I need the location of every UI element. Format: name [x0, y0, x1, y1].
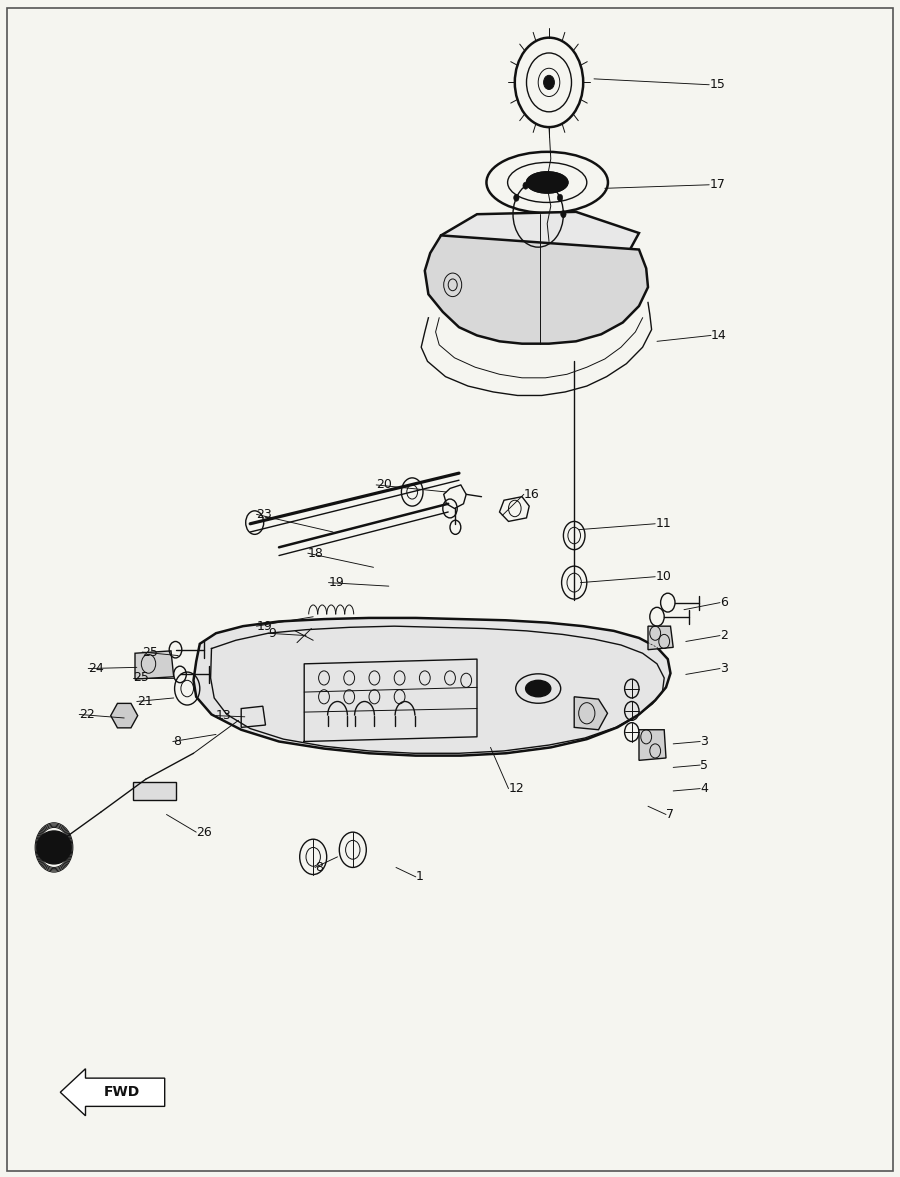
Text: 25: 25	[142, 645, 158, 659]
Text: 8: 8	[315, 860, 323, 875]
Circle shape	[548, 182, 554, 189]
Text: 9: 9	[268, 626, 276, 640]
Text: 26: 26	[196, 825, 212, 839]
Polygon shape	[441, 212, 639, 253]
Text: 18: 18	[308, 546, 324, 560]
Circle shape	[557, 194, 562, 201]
Polygon shape	[639, 730, 666, 760]
Text: 19: 19	[256, 619, 272, 633]
Text: 22: 22	[79, 707, 94, 722]
Polygon shape	[425, 235, 648, 344]
Text: 16: 16	[524, 487, 539, 501]
Text: 7: 7	[666, 807, 674, 822]
Circle shape	[514, 194, 519, 201]
Text: 12: 12	[508, 782, 524, 796]
Polygon shape	[60, 1069, 165, 1116]
Text: 20: 20	[376, 478, 392, 492]
Text: 4: 4	[700, 782, 708, 796]
Text: FWD: FWD	[104, 1085, 140, 1099]
Text: 19: 19	[328, 576, 344, 590]
Ellipse shape	[526, 680, 551, 697]
FancyBboxPatch shape	[133, 782, 176, 800]
Text: 6: 6	[720, 596, 728, 610]
Text: 3: 3	[700, 734, 708, 749]
Text: 23: 23	[256, 507, 272, 521]
Circle shape	[544, 75, 554, 89]
Text: 1: 1	[416, 870, 424, 884]
Ellipse shape	[45, 838, 63, 856]
Polygon shape	[648, 626, 673, 650]
Polygon shape	[194, 618, 670, 756]
Text: 10: 10	[655, 570, 671, 584]
Text: 17: 17	[709, 178, 725, 192]
Text: 24: 24	[88, 661, 104, 676]
Polygon shape	[574, 697, 608, 730]
Polygon shape	[135, 651, 174, 679]
Text: 2: 2	[720, 629, 728, 643]
Text: 3: 3	[720, 661, 728, 676]
Polygon shape	[111, 704, 138, 727]
Text: 14: 14	[711, 328, 727, 343]
Text: 13: 13	[216, 709, 232, 723]
Ellipse shape	[37, 831, 71, 864]
Circle shape	[561, 211, 566, 218]
Text: 25: 25	[133, 671, 149, 685]
Text: 15: 15	[709, 78, 725, 92]
Ellipse shape	[526, 172, 568, 193]
Text: 11: 11	[655, 517, 670, 531]
Text: 21: 21	[137, 694, 152, 709]
Circle shape	[536, 178, 541, 185]
Text: 5: 5	[700, 758, 708, 772]
Circle shape	[523, 182, 528, 189]
Text: 8: 8	[173, 734, 181, 749]
